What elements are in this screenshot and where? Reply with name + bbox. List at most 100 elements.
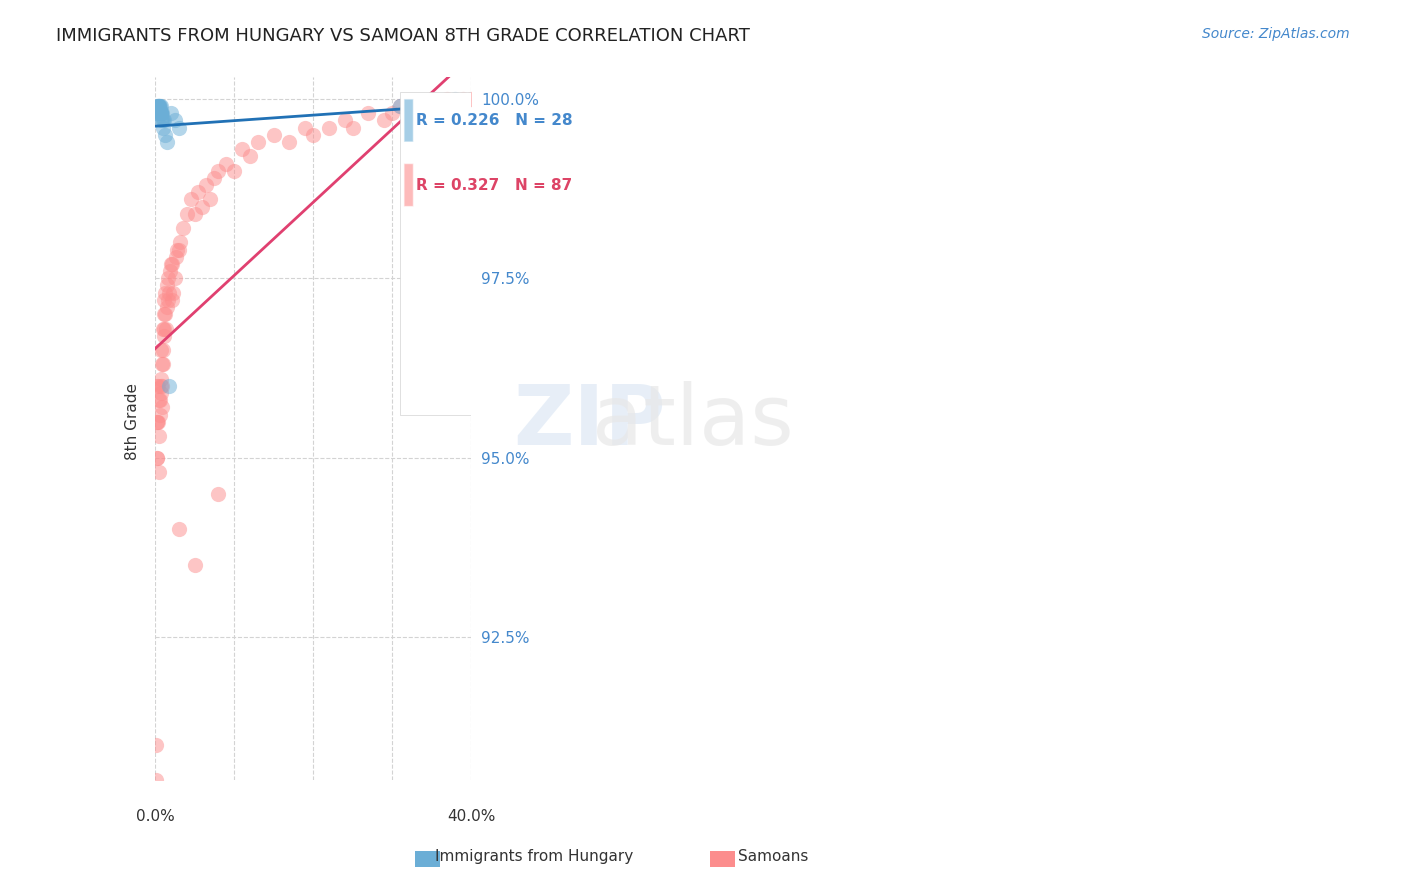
Point [149,386,172,401]
Point [187,185,209,199]
Point [460,92,482,106]
Point [239,149,262,163]
Text: R = 0.327   N = 87: R = 0.327 N = 87 [416,178,572,193]
Point [420,99,443,113]
Point [155,321,177,335]
Point [373,113,395,128]
Point [160,293,183,307]
Point [157,285,180,300]
Point [152,328,174,343]
Point [150,106,173,120]
Point [444,99,467,113]
Point [150,113,173,128]
Point [342,120,364,135]
Point [159,257,181,271]
Point [150,113,173,128]
Text: 0.0%: 0.0% [135,809,174,824]
Text: ZIP: ZIP [513,381,666,462]
Point [176,207,198,221]
Point [183,558,205,573]
Point [436,92,458,106]
Point [156,278,179,293]
Point [166,243,188,257]
Point [150,379,173,393]
Point [207,163,229,178]
Point [150,106,173,120]
Text: R = 0.226   N = 28: R = 0.226 N = 28 [416,113,572,128]
Point [145,450,167,465]
Text: 40.0%: 40.0% [447,809,495,824]
Point [149,99,172,113]
Point [195,178,218,192]
Point [191,200,214,214]
Point [405,99,427,113]
Point [215,156,238,170]
Point [149,99,172,113]
Text: Immigrants from Hungary: Immigrants from Hungary [434,849,634,863]
Point [167,522,190,536]
Point [152,113,174,128]
Point [149,408,172,422]
Point [146,99,169,113]
Point [150,106,173,120]
Point [149,393,172,408]
Point [153,293,176,307]
Point [202,170,225,185]
Point [152,321,174,335]
Point [153,321,176,335]
Point [162,257,184,271]
Point [396,106,419,120]
Point [148,393,170,408]
Point [333,113,356,128]
Point [146,415,169,429]
Point [169,235,191,250]
Point [156,293,179,307]
Point [162,285,184,300]
Point [246,135,269,149]
Point [180,193,202,207]
Text: atlas: atlas [592,381,793,462]
Point [159,106,181,120]
Point [152,120,174,135]
Point [302,128,325,142]
Point [150,357,173,371]
Point [263,128,285,142]
Point [152,343,174,357]
Point [200,193,222,207]
Point [157,271,180,285]
Point [183,207,205,221]
Point [451,92,474,106]
Point [145,415,167,429]
Point [153,113,176,128]
Point [157,379,180,393]
Text: Source: ZipAtlas.com: Source: ZipAtlas.com [1202,27,1350,41]
Point [148,99,170,113]
Point [149,372,172,386]
Point [231,142,253,156]
Point [475,163,498,178]
Text: Samoans: Samoans [738,849,808,863]
Point [388,99,411,113]
Bar [399,92,543,415]
Point [155,307,177,321]
Point [159,264,181,278]
Point [444,92,467,106]
Point [148,465,170,479]
Point [388,99,411,113]
Point [152,307,174,321]
Point [148,429,170,443]
Point [318,120,340,135]
Point [155,285,177,300]
Point [155,128,177,142]
Point [357,106,380,120]
Text: IMMIGRANTS FROM HUNGARY VS SAMOAN 8TH GRADE CORRELATION CHART: IMMIGRANTS FROM HUNGARY VS SAMOAN 8TH GR… [56,27,751,45]
Point [207,486,229,500]
Point [149,106,172,120]
Point [150,379,173,393]
Point [150,343,173,357]
Point [149,106,172,120]
Point [163,271,186,285]
Point [148,99,170,113]
Point [165,250,187,264]
Point [167,243,190,257]
